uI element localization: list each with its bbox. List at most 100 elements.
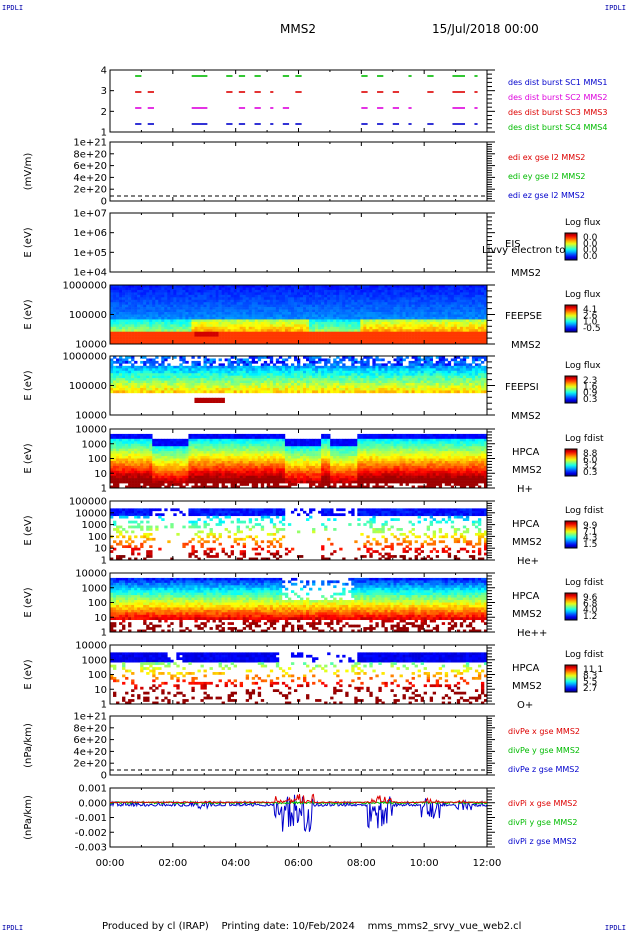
- spectrogram-cell: [293, 309, 298, 313]
- spectrogram-cell: [275, 321, 280, 325]
- spectrogram-cell: [275, 331, 280, 335]
- spectrogram-cell: [339, 373, 343, 376]
- spectrogram-cell: [387, 326, 391, 330]
- spectrogram-cell: [363, 383, 367, 386]
- spectrogram-cell: [345, 339, 349, 342]
- spectrogram-cell: [143, 375, 147, 379]
- spectrogram-cell: [167, 304, 171, 308]
- spectrogram-cell: [278, 380, 283, 384]
- spectrogram-cell: [480, 368, 485, 372]
- spectrogram-cell: [312, 294, 316, 298]
- spectrogram-cell: [260, 292, 265, 296]
- spectrogram-cell: [393, 297, 397, 301]
- spectrogram-cell: [450, 294, 455, 298]
- spectrogram-cell: [221, 368, 225, 372]
- spectrogram-cell: [161, 380, 165, 384]
- spectrogram-cell: [227, 365, 231, 369]
- spectrogram-cell: [426, 324, 430, 328]
- spectrogram-cell: [284, 383, 289, 386]
- spectrogram-cell: [113, 329, 117, 333]
- spectrogram-cell: [293, 373, 298, 376]
- spectrogram-cell: [477, 334, 482, 337]
- spectrogram-cell: [330, 297, 334, 301]
- spectrogram-cell: [296, 324, 301, 328]
- spectrogram-cell: [378, 304, 382, 308]
- spectrogram-cell: [263, 287, 268, 291]
- spectrogram-cell: [477, 299, 482, 303]
- spectrogram-cell: [143, 316, 147, 320]
- spectrogram-cell: [218, 302, 222, 305]
- spectrogram-cell: [164, 334, 168, 337]
- spectrogram-cell: [257, 299, 262, 303]
- spectrogram-cell: [218, 363, 222, 367]
- spectrogram-cell: [167, 309, 171, 313]
- spectrogram-cell: [188, 294, 192, 298]
- spectrogram-cell: [167, 383, 171, 386]
- spectrogram-cell: [399, 378, 403, 381]
- spectrogram-cell: [248, 339, 253, 342]
- spectrogram-cell: [143, 319, 147, 323]
- spectrogram-cell: [300, 378, 304, 381]
- spectrogram-cell: [438, 292, 443, 296]
- spectrogram-cell: [309, 297, 313, 301]
- spectrogram-cell: [152, 329, 156, 333]
- spectrogram-cell: [110, 383, 114, 386]
- spectrogram-cell: [209, 360, 213, 364]
- spectrogram-cell: [239, 383, 244, 386]
- spectrogram-cell: [378, 302, 382, 305]
- spectrogram-cell: [369, 385, 373, 389]
- spectrogram-cell: [426, 334, 430, 337]
- spectrogram-cell: [456, 326, 461, 330]
- spectrogram-cell: [242, 339, 247, 342]
- spectrogram-cell: [212, 368, 216, 372]
- spectrogram-cell: [179, 341, 183, 345]
- spectrogram-cell: [185, 380, 189, 384]
- spectrogram-cell: [336, 297, 340, 301]
- spectrogram-cell: [119, 287, 123, 291]
- spectrogram-cell: [188, 304, 192, 308]
- spectrogram-cell: [369, 331, 373, 335]
- spectrogram-cell: [330, 289, 334, 293]
- spectrogram-cell: [441, 360, 446, 364]
- spectrogram-cell: [399, 336, 403, 340]
- spectrogram-cell: [318, 297, 322, 301]
- spectrogram-cell: [290, 387, 295, 391]
- spectrogram-cell: [456, 316, 461, 320]
- spectrogram-cell: [309, 314, 313, 318]
- spectrogram-cell: [167, 385, 171, 389]
- spectrogram-cell: [212, 336, 216, 340]
- spectrogram-cell: [438, 289, 443, 293]
- spectrogram-cell: [414, 373, 418, 376]
- spectrogram-cell: [408, 302, 412, 305]
- spectrogram-cell: [414, 285, 418, 288]
- spectrogram-cell: [125, 299, 129, 303]
- spectrogram-cell: [393, 304, 397, 308]
- spectrogram-cell: [233, 370, 237, 374]
- spectrogram-cell: [414, 331, 418, 335]
- spectrogram-cell: [203, 373, 207, 376]
- spectrogram-cell: [251, 324, 256, 328]
- spectrogram-cell: [459, 370, 464, 374]
- spectrogram-cell: [167, 299, 171, 303]
- spectrogram-cell: [215, 373, 219, 376]
- spectrogram-cell: [182, 387, 186, 391]
- spectrogram-cell: [182, 302, 186, 305]
- spectrogram-cell: [254, 375, 259, 379]
- spectrogram-cell: [363, 336, 367, 340]
- spectrogram-cell: [438, 321, 443, 325]
- spectrogram-cell: [336, 326, 340, 330]
- spectrogram-cell: [206, 341, 210, 345]
- spectrogram-cell: [227, 287, 231, 291]
- spectrogram-cell: [390, 297, 394, 301]
- spectrogram-cell: [278, 319, 283, 323]
- spectrogram-cell: [405, 370, 409, 374]
- spectrogram-cell: [131, 370, 135, 374]
- spectrogram-cell: [122, 326, 126, 330]
- spectrogram-cell: [318, 356, 322, 359]
- spectrogram-cell: [342, 387, 346, 391]
- spectrogram-cell: [128, 307, 132, 310]
- spectrogram-cell: [167, 387, 171, 391]
- spectrogram-cell: [366, 387, 370, 391]
- spectrogram-cell: [182, 375, 186, 379]
- spectrogram-cell: [360, 321, 364, 325]
